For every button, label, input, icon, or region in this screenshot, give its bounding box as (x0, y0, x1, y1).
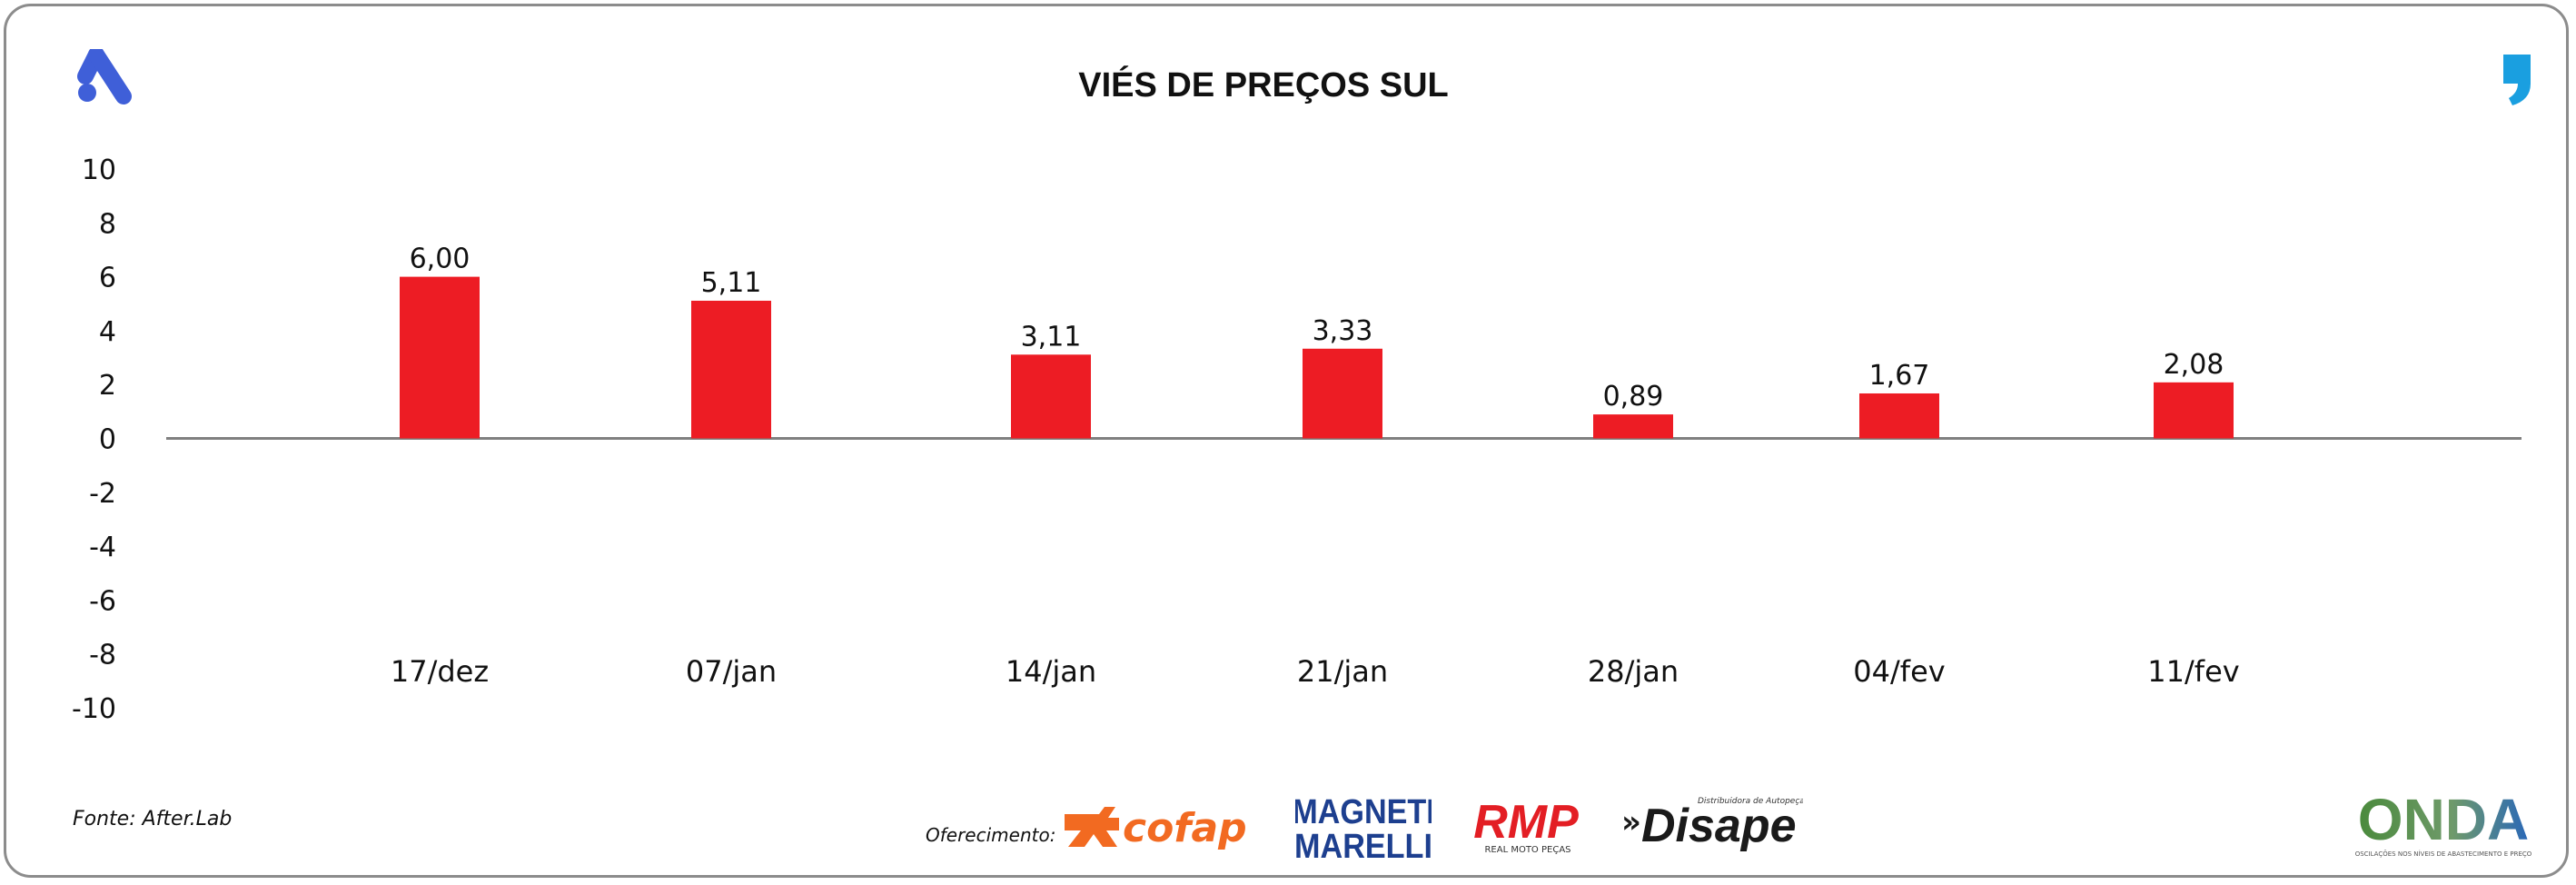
bar (2154, 382, 2234, 439)
x-tick-label: 04/fev (1853, 654, 1945, 689)
rmp-logo: RMP REAL MOTO PEÇAS (1473, 798, 1579, 855)
bar (691, 300, 771, 439)
source-note: Fonte: After.Lab (73, 808, 233, 830)
data-label: 1,67 (1869, 360, 1930, 392)
magneti-marelli-logo: MAGNETI MARELLI (1295, 792, 1432, 863)
x-tick-label: 17/dez (391, 654, 489, 689)
disape-wordmark: Disape (1641, 800, 1797, 852)
data-label: 3,11 (1021, 321, 1082, 353)
y-tick-label: -6 (89, 585, 116, 617)
y-axis-ticks: 10 8 6 4 2 0 -2 -4 -6 -8 -10 (72, 154, 116, 725)
bar (1303, 348, 1382, 439)
cofap-wordmark: cofap (1123, 805, 1247, 851)
x-tick-label: 28/jan (1588, 654, 1679, 689)
data-label: 3,33 (1313, 315, 1373, 347)
bar (1011, 354, 1091, 439)
svg-text:»: » (1621, 804, 1641, 840)
y-tick-label: 4 (99, 316, 116, 348)
rmp-wordmark: RMP (1473, 798, 1579, 849)
disape-logo: » Disape Distribuidora de Autopeças (1621, 797, 1803, 852)
cofap-logo: cofap (1065, 805, 1247, 851)
magneti-line2: MARELLI (1295, 826, 1432, 863)
y-tick-label: 6 (99, 263, 116, 294)
sponsor-label: Oferecimento: (926, 824, 1056, 846)
x-tick-label: 14/jan (1006, 654, 1096, 689)
magneti-line1: MAGNETI (1295, 792, 1432, 830)
app-logo-icon (77, 49, 132, 104)
y-tick-label: 8 (99, 208, 116, 240)
data-labels-group: 6,00 5,11 3,11 3,33 0,89 1,67 2,08 (410, 244, 2224, 413)
x-axis-ticks: 17/dez 07/jan 14/jan 21/jan 28/jan 04/fev 11/f… (391, 654, 2240, 689)
x-tick-label: 11/fev (2147, 654, 2239, 689)
y-tick-label: -2 (89, 478, 116, 510)
onda-logo: ONDA OSCILAÇÕES NOS NÍVEIS DE ABASTECIME… (2355, 789, 2532, 858)
bars-group (400, 276, 2234, 439)
bar (400, 276, 480, 439)
onda-subtitle: OSCILAÇÕES NOS NÍVEIS DE ABASTECIMENTO E… (2355, 850, 2532, 858)
data-label: 6,00 (410, 244, 471, 275)
x-tick-label: 07/jan (686, 654, 777, 689)
bar (1593, 414, 1673, 439)
y-tick-label: -4 (89, 532, 116, 563)
onda-wordmark: ONDA (2358, 789, 2529, 852)
rmp-subtitle: REAL MOTO PEÇAS (1484, 845, 1570, 855)
chart-frame (4, 4, 2569, 878)
disape-subtitle: Distribuidora de Autopeças (1698, 797, 1803, 806)
y-tick-label: 2 (99, 370, 116, 402)
data-label: 2,08 (2164, 349, 2224, 381)
chart-title: VIÉS DE PREÇOS SUL (1078, 65, 1449, 104)
data-label: 0,89 (1603, 381, 1664, 413)
y-tick-label: 0 (99, 424, 116, 456)
y-tick-label: -8 (89, 640, 116, 671)
data-label: 5,11 (701, 267, 762, 299)
x-tick-label: 21/jan (1297, 654, 1388, 689)
bar (1859, 393, 1939, 439)
quote-mark-icon (2503, 55, 2531, 105)
y-tick-label: -10 (72, 693, 116, 725)
y-tick-label: 10 (82, 154, 116, 186)
